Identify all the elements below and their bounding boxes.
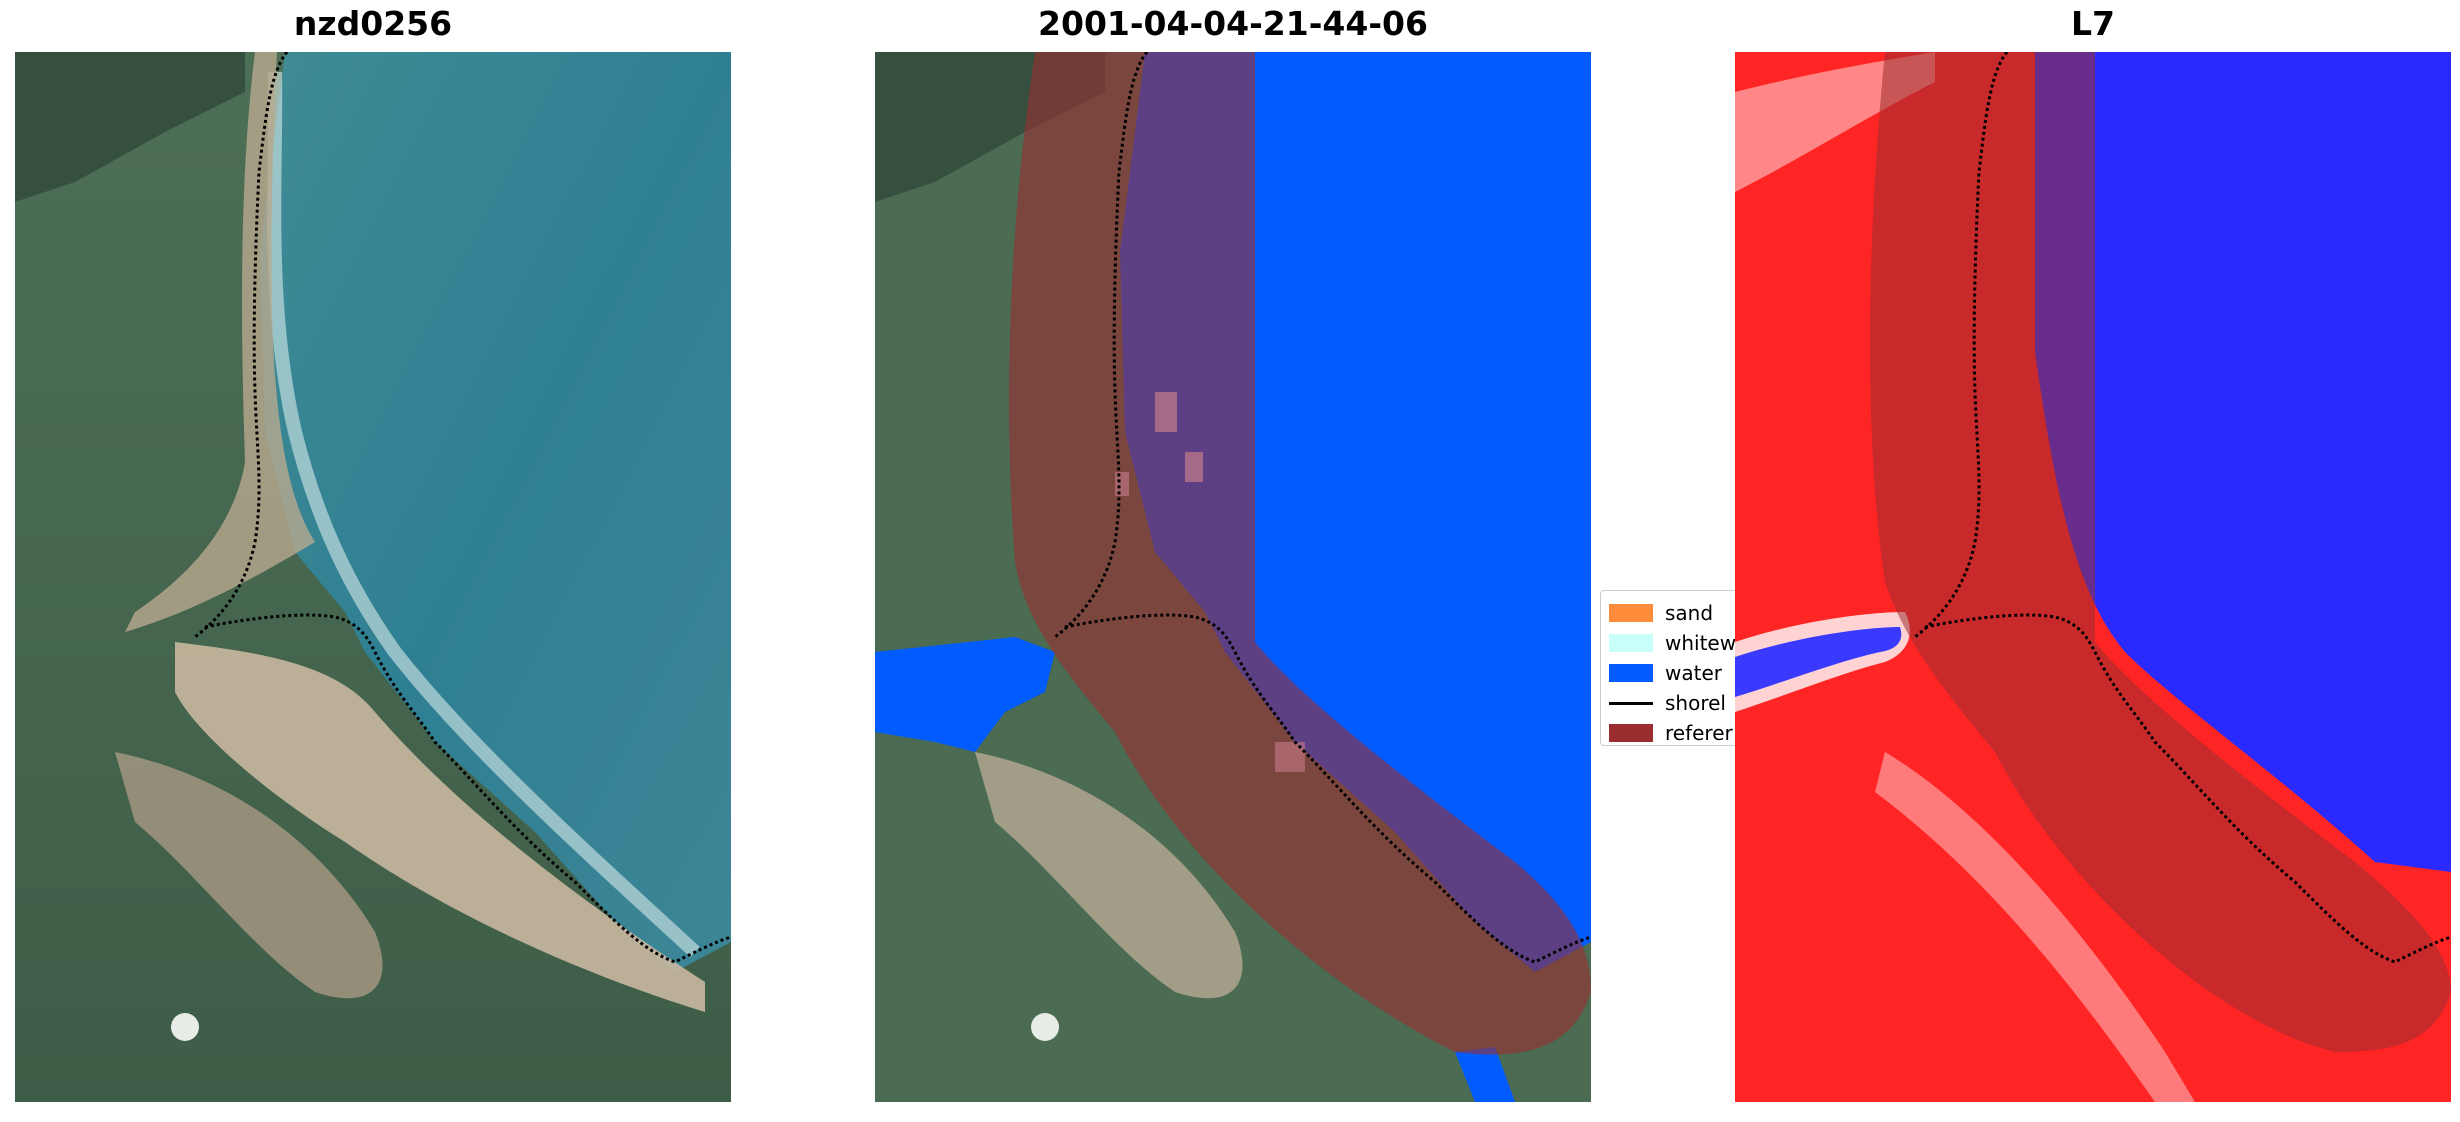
legend-label-shoreline: shorel bbox=[1665, 691, 1726, 715]
legend-label-whitewater: whitew bbox=[1665, 631, 1737, 655]
legend-label-reference: referer bbox=[1665, 721, 1733, 745]
legend-label-sand: sand bbox=[1665, 601, 1714, 625]
rgb-image bbox=[15, 52, 731, 1102]
legend-line-shoreline bbox=[1609, 702, 1653, 705]
l7-index-panel bbox=[1735, 52, 2451, 1102]
legend-label-water: water bbox=[1665, 661, 1722, 685]
panel-title-middle: 2001-04-04-21-44-06 bbox=[1038, 4, 1428, 43]
legend-swatch-sand bbox=[1609, 604, 1653, 622]
panel-title-right: L7 bbox=[2071, 4, 2115, 43]
legend-swatch-water bbox=[1609, 664, 1653, 682]
panel-title-left: nzd0256 bbox=[293, 4, 453, 43]
classification-image bbox=[875, 52, 1591, 1102]
l7-index-image bbox=[1735, 52, 2451, 1102]
rgb-image-panel bbox=[15, 52, 731, 1102]
legend-swatch-reference bbox=[1609, 724, 1653, 742]
classification-panel bbox=[875, 52, 1591, 1102]
legend-swatch-whitewater bbox=[1609, 634, 1653, 652]
